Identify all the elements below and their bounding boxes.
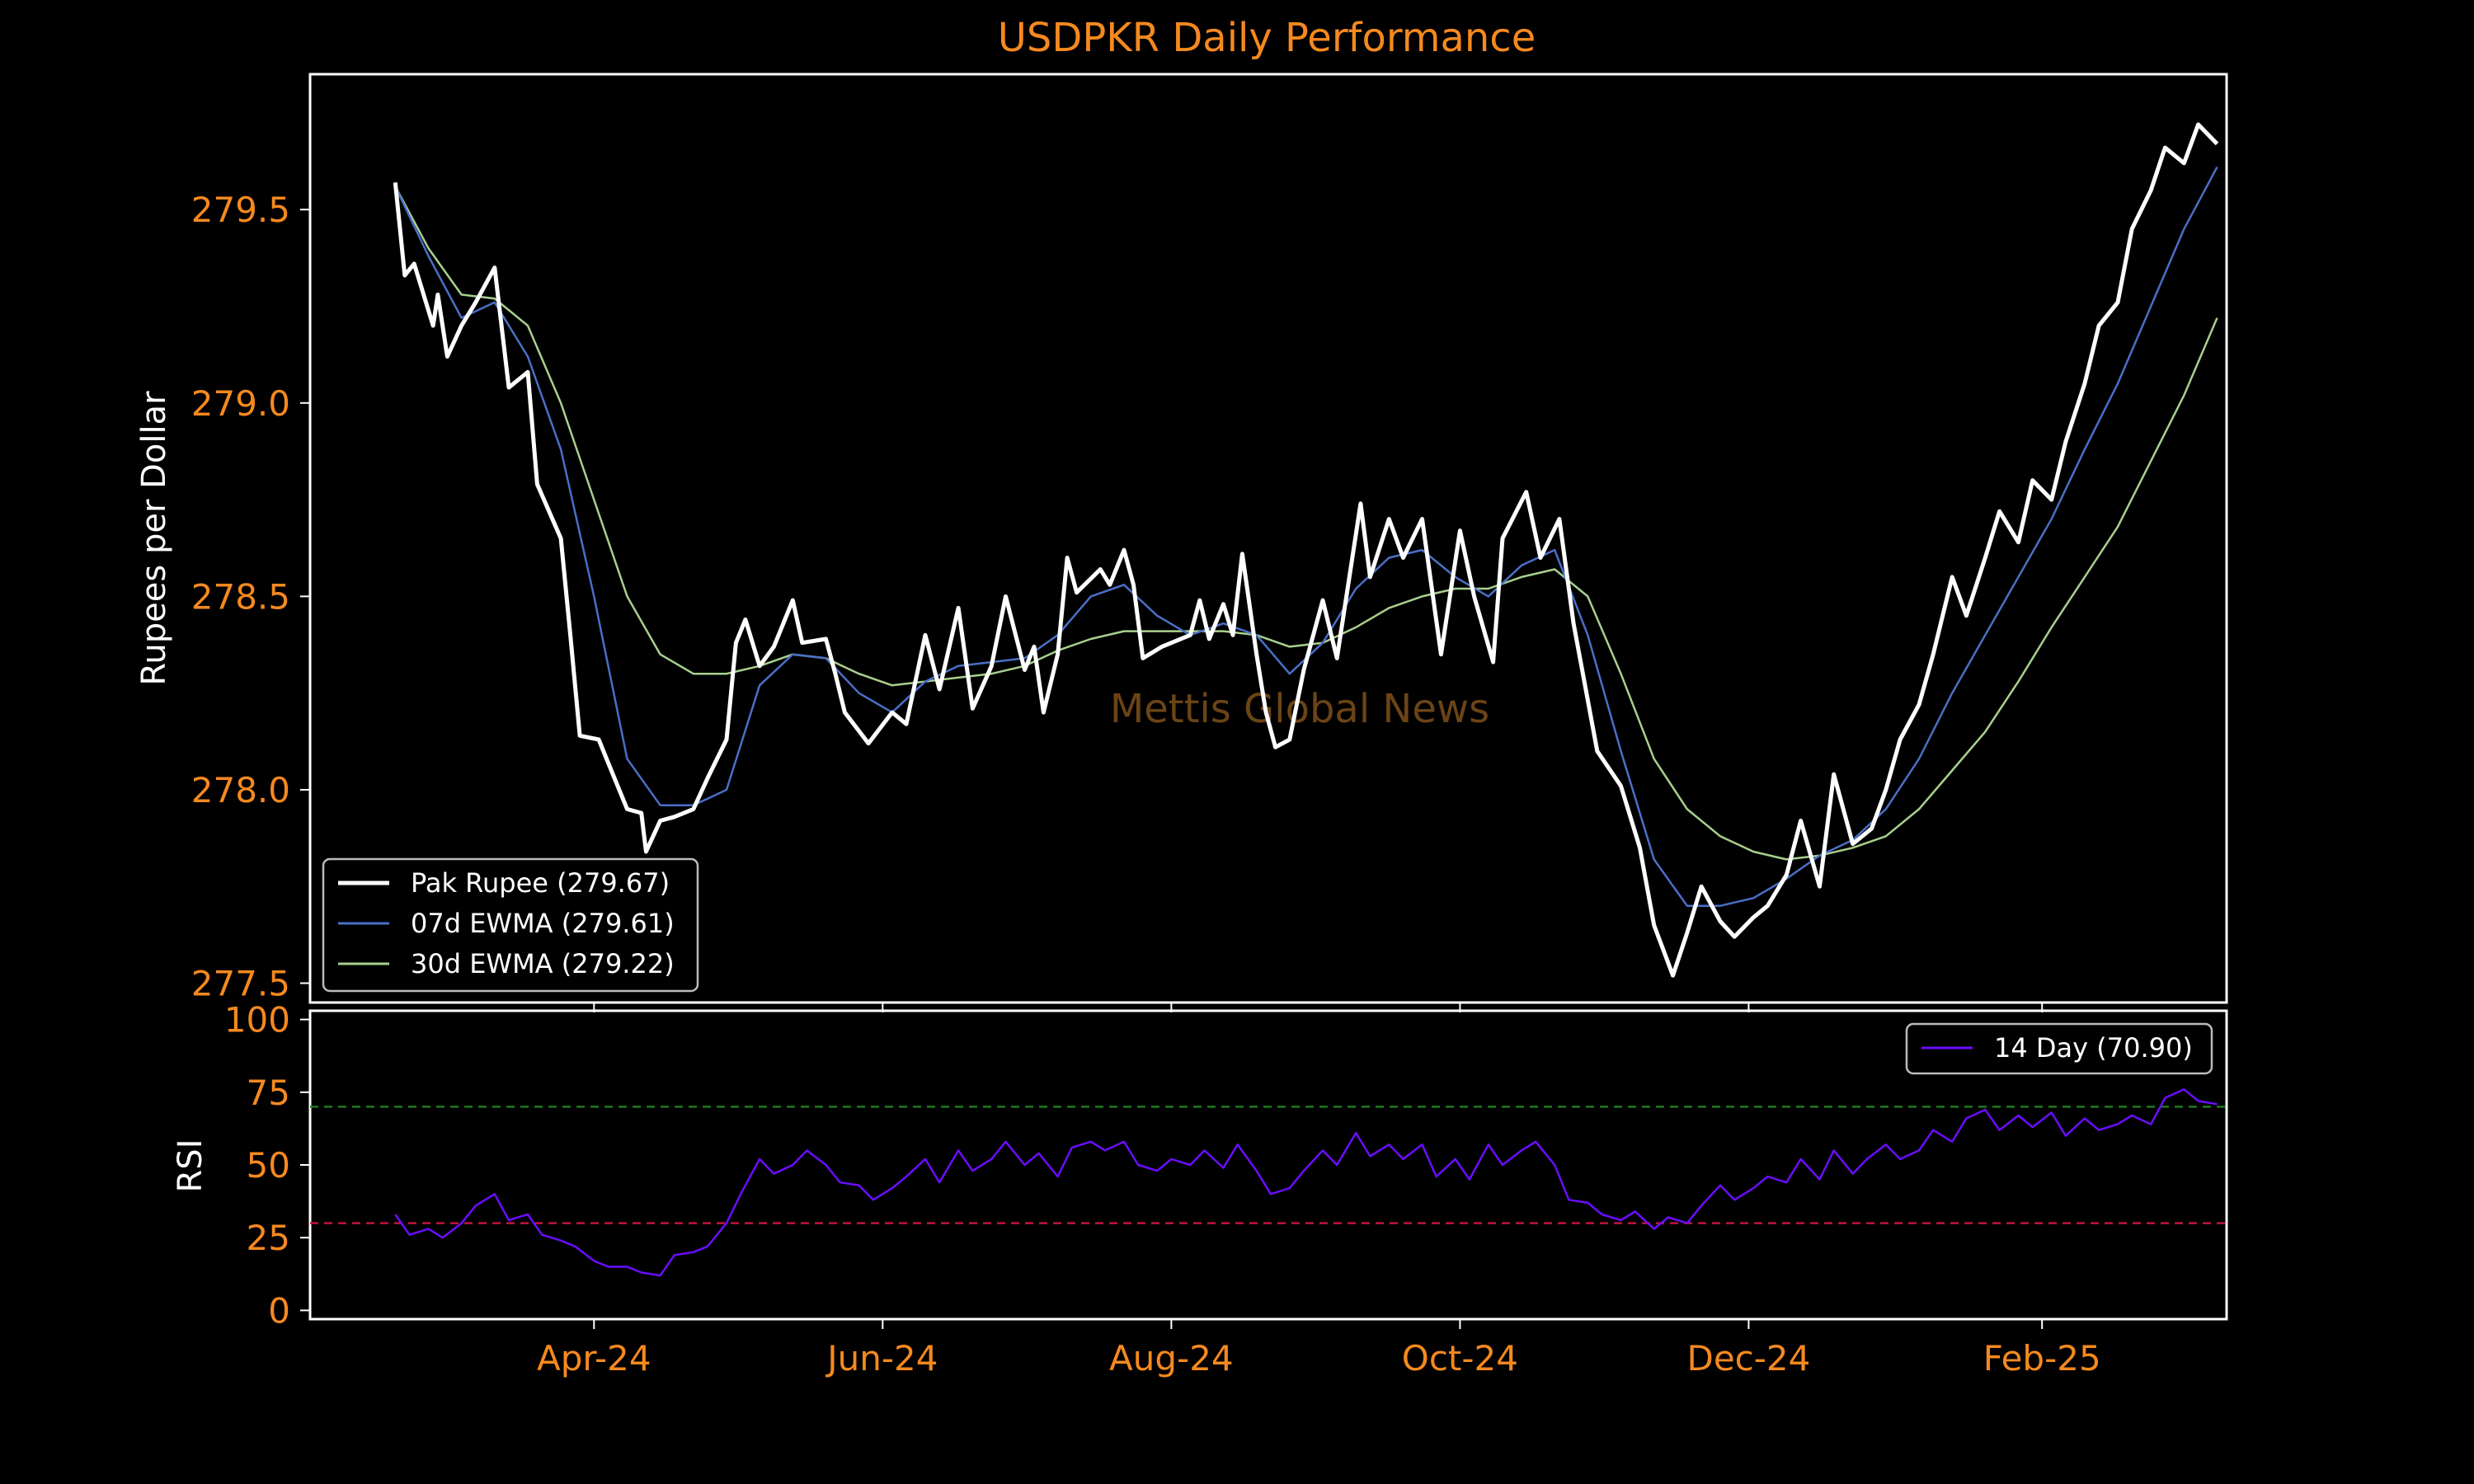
price-y-tick-label: 277.5 xyxy=(191,964,290,1004)
series-line-pak-rupee xyxy=(393,122,2219,978)
price-legend[interactable]: Pak Rupee (279.67) 07d EWMA (279.61) 30d… xyxy=(322,857,699,993)
price-series-lines xyxy=(393,122,2219,978)
price-y-tick-label: 279.5 xyxy=(191,190,290,230)
rsi-y-tick-label: 75 xyxy=(247,1073,290,1113)
price-y-tick-label: 279.0 xyxy=(191,383,290,424)
rsi-y-tick-label: 50 xyxy=(247,1145,290,1186)
x-tick-label: Oct-24 xyxy=(1402,1338,1518,1378)
rsi-y-axis-label: RSI xyxy=(172,1139,209,1193)
rsi-panel: 0 25 50 75 100 RSI 14 Day (70.90) xyxy=(172,1000,2228,1331)
rsi-y-tick-label: 100 xyxy=(224,1000,290,1040)
rsi-y-tick-label: 25 xyxy=(247,1218,290,1258)
legend-label-14-day: 14 Day (70.90) xyxy=(1994,1032,2193,1064)
x-axis-ticks: Apr-24 Jun-24 Aug-24 Oct-24 Dec-24 Feb-25 xyxy=(537,1003,2101,1378)
price-y-axis-ticks: 277.5 278.0 278.5 279.0 279.5 xyxy=(191,190,310,1004)
x-tick-label: Aug-24 xyxy=(1109,1338,1234,1378)
rsi-y-axis-ticks: 0 25 50 75 100 xyxy=(224,1000,310,1331)
rsi-legend[interactable]: 14 Day (70.90) xyxy=(1905,1022,2213,1075)
price-panel: Mettis Global News 277.5278.0278.5279.02… xyxy=(135,73,2228,1004)
rsi-series-lines xyxy=(394,1088,2218,1277)
price-y-axis-label: Rupees per Dollar xyxy=(135,391,173,686)
series-line-14-day xyxy=(394,1088,2218,1277)
price-plot-frame xyxy=(308,73,2228,1004)
rsi-y-tick-label: 0 xyxy=(268,1290,290,1331)
price-y-tick-label: 278.5 xyxy=(191,576,290,617)
price-legend-box xyxy=(322,857,699,993)
series-line-30d-ewma xyxy=(394,186,2218,861)
price-y-tick-label: 278.0 xyxy=(191,770,290,810)
legend-label-07d-ewma: 07d EWMA (279.61) xyxy=(411,908,675,939)
x-tick-label: Dec-24 xyxy=(1686,1338,1810,1378)
x-tick-label: Jun-24 xyxy=(825,1338,938,1378)
legend-label-pak-rupee: Pak Rupee (279.67) xyxy=(411,867,670,899)
x-tick-label: Feb-25 xyxy=(1983,1338,2101,1378)
x-tick-label: Apr-24 xyxy=(537,1338,651,1378)
rsi-reference-lines xyxy=(310,1106,2227,1224)
rsi-legend-box xyxy=(1905,1022,2213,1075)
legend-label-30d-ewma: 30d EWMA (279.22) xyxy=(411,948,675,979)
chart-title: USDPKR Daily Performance xyxy=(998,15,1536,61)
